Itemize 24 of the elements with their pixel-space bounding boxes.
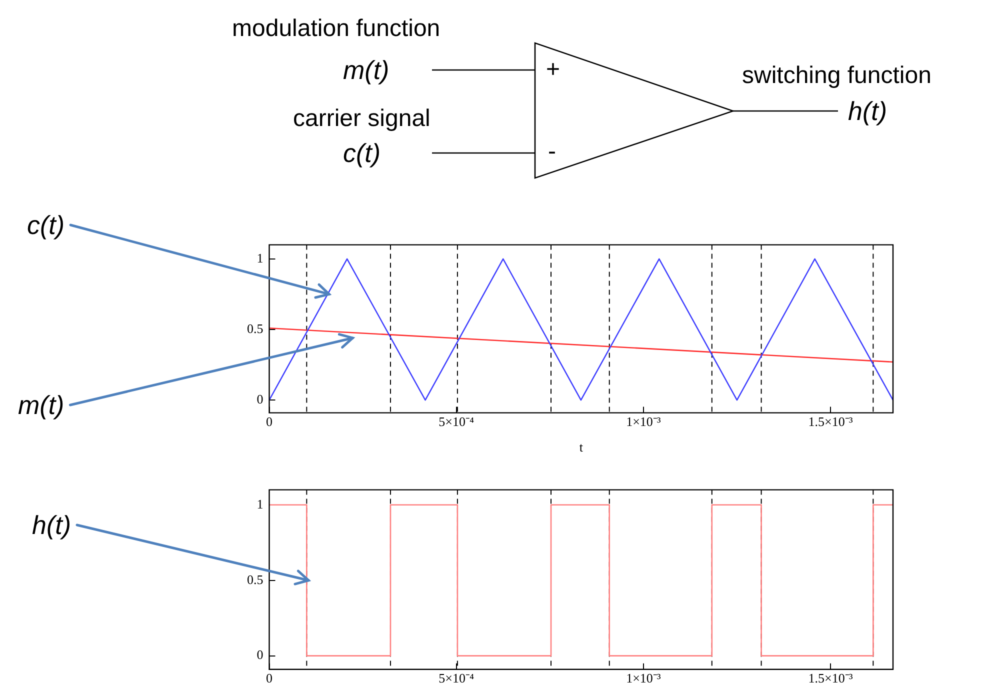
y-tick-label: 0.5 [247, 572, 264, 587]
annotation: m(t) [18, 390, 64, 420]
y-tick-label: 0 [256, 647, 264, 662]
x-tick-label: 1×10⁻³ [626, 670, 661, 686]
x-tick-label: 1.5×10⁻³ [808, 414, 853, 430]
annotation: h(t) [32, 510, 71, 540]
y-tick-label: 1 [256, 496, 264, 512]
x-tick-label: 1.5×10⁻³ [808, 670, 853, 686]
text: - [548, 138, 556, 165]
text: h(t) [848, 96, 887, 126]
text: switching function [742, 62, 932, 89]
x-axis-title: t [579, 440, 584, 455]
x-tick-label: 1×10⁻³ [626, 414, 661, 430]
text: m(t) [343, 55, 390, 85]
y-tick-label: 0 [256, 392, 264, 407]
text: carrier signal [293, 105, 430, 132]
x-tick-label: 5×10⁻⁴ [438, 670, 474, 686]
y-tick-label: 1 [256, 250, 264, 266]
text: modulation function [232, 15, 440, 42]
annotation: c(t) [27, 210, 65, 240]
x-tick-label: 5×10⁻⁴ [438, 414, 474, 430]
text: + [546, 56, 560, 83]
y-tick-label: 0.5 [247, 320, 264, 336]
text: c(t) [343, 138, 381, 168]
